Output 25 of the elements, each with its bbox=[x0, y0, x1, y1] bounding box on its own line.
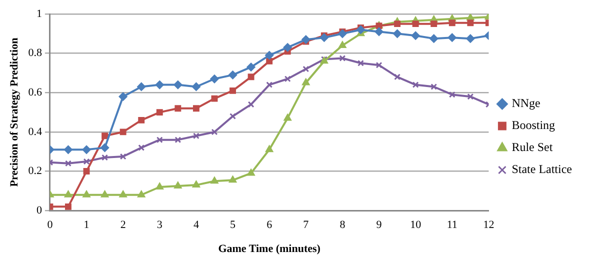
x-tick-label: 1 bbox=[84, 219, 90, 232]
y-tick-label: 0.6 bbox=[28, 86, 42, 99]
legend-label: Boosting bbox=[512, 118, 556, 132]
y-tick-label: 0.2 bbox=[28, 165, 42, 178]
x-tick-label: 2 bbox=[120, 219, 126, 232]
x-tick-label: 4 bbox=[193, 219, 200, 232]
x-tick-label: 5 bbox=[230, 219, 236, 232]
y-axis-title: Precision of Strategy Prediction bbox=[8, 38, 20, 187]
legend-label: NNge bbox=[512, 96, 540, 110]
x-tick-label: 12 bbox=[483, 219, 494, 232]
y-tick-label: 0.8 bbox=[28, 47, 42, 60]
x-tick-label: 6 bbox=[266, 219, 273, 232]
x-tick-label: 10 bbox=[410, 219, 422, 232]
x-tick-label: 3 bbox=[156, 219, 163, 232]
legend-label: Rule Set bbox=[512, 140, 554, 154]
y-tick-label: 1 bbox=[36, 8, 42, 20]
x-tick-label: 0 bbox=[47, 219, 54, 232]
x-tick-label: 7 bbox=[303, 219, 310, 232]
x-tick-label: 11 bbox=[446, 219, 458, 232]
x-axis-title: Game Time (minutes) bbox=[218, 243, 321, 256]
y-tick-label: 0 bbox=[36, 204, 42, 216]
x-tick-label: 8 bbox=[340, 219, 346, 232]
y-tick-label: 0.4 bbox=[28, 126, 42, 138]
x-tick-label: 9 bbox=[376, 219, 382, 232]
legend-label: State Lattice bbox=[512, 162, 572, 176]
